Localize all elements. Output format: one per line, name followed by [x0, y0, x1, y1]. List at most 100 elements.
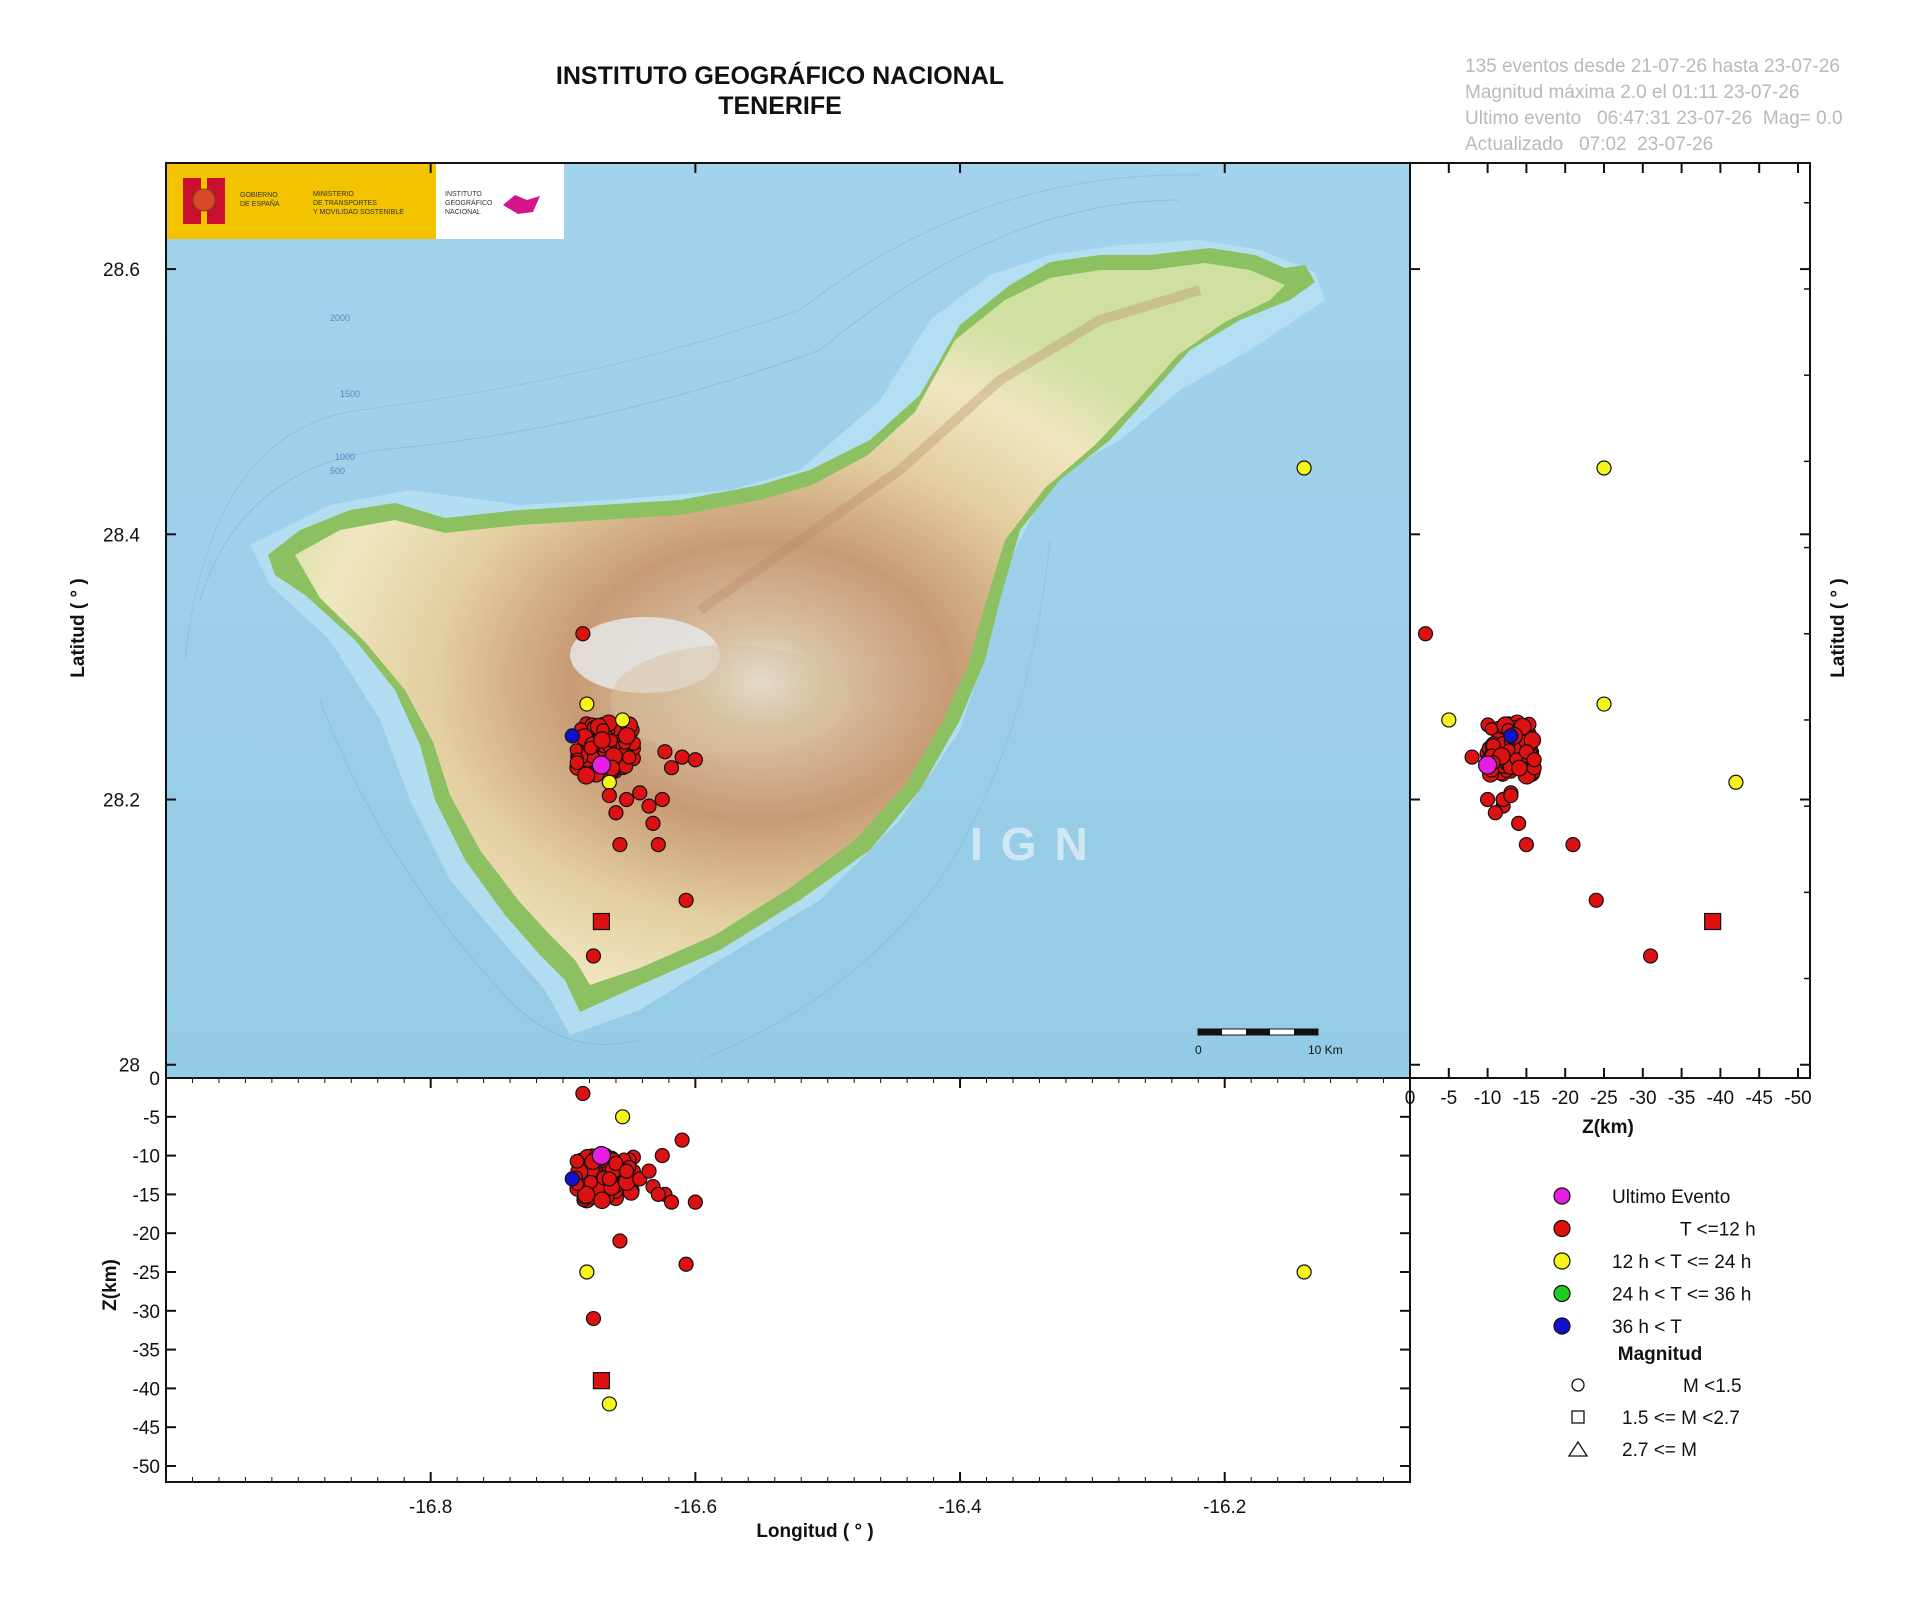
event-marker-depth-lat	[1510, 759, 1528, 777]
lon-tick-label: -16.2	[1203, 1497, 1246, 1518]
depth-tick-label: -50	[133, 1457, 160, 1478]
lon-tick-label: -16.6	[674, 1497, 717, 1518]
event-marker-lon-depth	[575, 1085, 591, 1102]
axis-tick-labels: 28.6 28.4 28.2 28 -16.8 -16.6 -16.4 -16.2 0 -5 -10…	[103, 260, 1812, 1518]
event-marker-map	[577, 766, 596, 785]
logo-min-line2: DE TRANSPORTES	[313, 200, 377, 207]
event-marker-lon-depth	[641, 1163, 657, 1179]
contour-line	[319, 699, 641, 1045]
event-marker-depth-lat	[1417, 626, 1434, 642]
government-logo: GOBIERNO DE ESPAÑA MINISTERIO DE TRANSPO…	[166, 163, 564, 239]
scale-end-label: 10 Km	[1308, 1043, 1343, 1057]
lat-tick-label: 28	[119, 1056, 140, 1077]
legend-color-icon	[1553, 1219, 1571, 1238]
event-marker-map	[608, 805, 624, 821]
event-marker-depth-lat	[1503, 728, 1519, 744]
event-marker-depth-lat	[1596, 460, 1612, 476]
events-depth-lat-layer	[1417, 460, 1744, 964]
contour-label: 500	[330, 466, 345, 476]
event-marker-lon-depth	[577, 1185, 596, 1204]
event-marker-lon-depth	[650, 1186, 666, 1203]
z-tick-label: -20	[1551, 1088, 1578, 1109]
lon-tick-label: -16.8	[409, 1497, 452, 1518]
magnitude-circle-icon	[1571, 1378, 1585, 1392]
scale-bar: 0 10 Km	[1195, 1028, 1343, 1057]
event-marker-lon-depth	[612, 1233, 628, 1249]
event-marker-lon-depth	[569, 1153, 585, 1169]
depth-tick-label: -30	[133, 1302, 160, 1323]
contour-line	[199, 199, 1181, 601]
depth-tick-label: -15	[133, 1185, 160, 1206]
event-marker-lon-depth	[564, 1171, 580, 1187]
lon-depth-panel	[165, 1077, 1411, 1483]
lon-tick-label: -16.4	[938, 1497, 982, 1518]
depth-tick-label: -35	[133, 1341, 160, 1362]
map-panel: 2000 1500 1000 500 IGN 0 10 Km GOBIERNO …	[166, 163, 1410, 1078]
legend: Ultimo Evento T <=12 h 12 h < T <= 24 h 24 …	[1553, 1187, 1756, 1461]
depth-tick-label: -40	[133, 1379, 160, 1400]
event-marker-depth-lat	[1596, 696, 1612, 712]
event-marker-map	[674, 749, 690, 765]
legend-magnitude-2: 1.5 <= M <2.7	[1622, 1408, 1740, 1429]
event-marker-lon-depth	[592, 1372, 611, 1390]
event-marker-depth-lat	[1503, 787, 1519, 804]
event-marker-map	[645, 815, 661, 831]
caldera	[610, 645, 850, 755]
event-marker-map	[1296, 460, 1312, 476]
event-marker-map	[592, 912, 611, 931]
event-marker-map	[569, 755, 585, 771]
legend-item-label: Ultimo Evento	[1612, 1187, 1730, 1208]
z-tick-label: -50	[1784, 1088, 1811, 1109]
legend-color-icon	[1553, 1284, 1571, 1303]
logo-min-line1: MINISTERIO	[313, 191, 354, 198]
event-marker-lon-depth	[663, 1194, 680, 1210]
event-marker-map	[641, 798, 657, 814]
lon-axis-title: Longitud ( ° )	[756, 1521, 873, 1542]
map-title: INSTITUTO GEOGRÁFICO NACIONAL	[555, 62, 1005, 90]
info-updated: Actualizado 07:02 23-07-26	[1465, 134, 1714, 155]
legend-magnitude-title: Magnitud	[1618, 1344, 1702, 1365]
depth-lat-panel	[1409, 162, 1811, 1079]
axis-ticks	[166, 163, 1810, 1482]
logo-gov-line1: GOBIERNO	[240, 192, 278, 199]
z-tick-label: -25	[1590, 1088, 1617, 1109]
event-marker-depth-lat	[1464, 749, 1480, 765]
ign-logo-icon	[503, 195, 540, 214]
scale-start-label: 0	[1195, 1043, 1202, 1057]
logo-gov-line2: DE ESPAÑA	[240, 199, 280, 208]
z-tick-label: -40	[1707, 1088, 1734, 1109]
event-marker-map	[650, 837, 666, 853]
z-tick-label: 0	[1405, 1088, 1416, 1109]
event-marker-lon-depth	[687, 1194, 703, 1210]
event-marker-map	[621, 750, 637, 765]
depth-axis-title: Z(km)	[100, 1259, 121, 1311]
event-marker-map	[687, 752, 703, 768]
legend-color-icon	[1553, 1252, 1571, 1270]
event-marker-map	[678, 892, 694, 908]
event-marker-map	[564, 728, 580, 744]
event-marker-map	[583, 740, 598, 756]
events-map-layer	[564, 460, 1312, 964]
contour-line	[184, 174, 1201, 661]
event-marker-lon-depth	[618, 1163, 635, 1179]
depth-tick-label: -20	[133, 1224, 160, 1245]
coat-of-arms-icon	[183, 178, 225, 224]
lat-tick-label: 28.2	[103, 791, 140, 812]
ign-watermark: IGN	[970, 818, 1106, 870]
legend-item-label: 36 h < T	[1612, 1317, 1682, 1338]
legend-color-icon	[1553, 1187, 1571, 1205]
event-marker-depth-lat	[1588, 892, 1604, 908]
event-marker-depth-lat	[1565, 837, 1581, 853]
island-interior	[295, 263, 1285, 985]
event-marker-map	[612, 837, 628, 853]
event-marker-map	[654, 791, 670, 808]
events-lon-depth-layer	[564, 1085, 1312, 1412]
depth-tick-label: -10	[133, 1147, 160, 1168]
legend-magnitude-3: 2.7 <= M	[1622, 1440, 1697, 1461]
contour-label: 1500	[340, 389, 360, 399]
legend-item-label: T <=12 h	[1680, 1220, 1756, 1241]
legend-item-label: 24 h < T <= 36 h	[1612, 1285, 1751, 1306]
depth-tick-label: -45	[133, 1418, 160, 1439]
event-marker-depth-lat	[1704, 912, 1722, 931]
